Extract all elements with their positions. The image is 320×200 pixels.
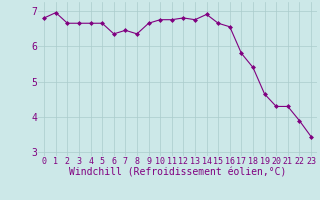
X-axis label: Windchill (Refroidissement éolien,°C): Windchill (Refroidissement éolien,°C) [69, 168, 286, 178]
